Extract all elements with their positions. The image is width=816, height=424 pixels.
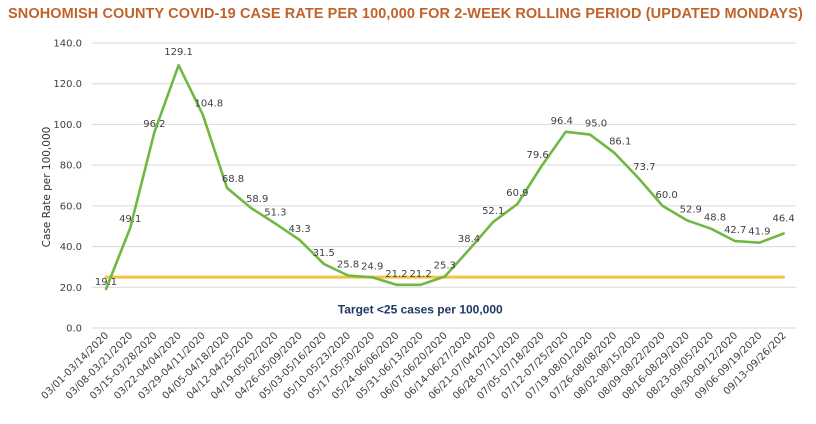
data-label: 60.0 — [655, 190, 677, 201]
data-label: 49.1 — [119, 214, 141, 225]
y-tick-label: 140.0 — [53, 39, 82, 50]
data-label: 51.3 — [264, 208, 286, 219]
y-tick-label: 120.0 — [53, 79, 82, 90]
case-rate-line — [104, 63, 785, 291]
data-label: 24.9 — [361, 261, 383, 272]
x-axis-ticks: 03/01-03/14/202003/08-03/21/202003/15-03… — [40, 330, 789, 401]
data-label: 31.5 — [313, 248, 335, 259]
data-label: 58.9 — [246, 194, 268, 205]
data-label: 25.8 — [337, 259, 359, 270]
data-label: 43.3 — [288, 224, 310, 235]
data-label: 96.4 — [551, 116, 573, 127]
data-label: 73.7 — [633, 162, 655, 173]
data-label: 19.1 — [95, 277, 117, 288]
chart-title: SNOHOMISH COUNTY COVID-19 CASE RATE PER … — [8, 6, 803, 22]
y-tick-label: 100.0 — [53, 120, 82, 131]
data-label: 60.9 — [506, 188, 528, 199]
data-label: 96.2 — [143, 119, 165, 130]
y-tick-label: 40.0 — [60, 242, 82, 253]
target-annotation: Target <25 cases per 100,000 — [338, 303, 503, 317]
data-labels: 19.1 49.1 96.2 129.1 104.8 68.858.9 51.343.3 31… — [95, 47, 795, 288]
data-label: 52.9 — [680, 204, 702, 215]
y-axis-label: Case Rate per 100,000 — [41, 127, 53, 248]
data-label: 79.6 — [526, 150, 548, 161]
data-label: 68.8 — [222, 174, 244, 185]
gridlines — [92, 42, 796, 329]
data-label: 48.8 — [704, 213, 726, 224]
y-tick-label: 80.0 — [60, 161, 82, 172]
y-tick-label: 20.0 — [60, 283, 82, 294]
data-label: 21.2 — [409, 269, 431, 280]
data-label: 104.8 — [194, 99, 223, 110]
data-label: 52.1 — [482, 206, 504, 217]
y-tick-label: 60.0 — [60, 201, 82, 212]
data-label: 21.2 — [385, 269, 407, 280]
data-label: 41.9 — [748, 227, 770, 238]
data-label: 46.4 — [772, 214, 794, 225]
y-axis-ticks: 0.0 20.0 40.0 60.0 80.0 100.0 120.0 140.0 — [53, 39, 82, 335]
data-label: 42.7 — [724, 225, 746, 236]
y-tick-label: 0.0 — [66, 324, 82, 335]
data-label: 25.3 — [434, 260, 456, 271]
data-label: 86.1 — [609, 137, 631, 148]
data-label: 38.4 — [458, 234, 480, 245]
data-label: 129.1 — [164, 47, 193, 58]
series-lines — [104, 63, 786, 291]
data-label: 95.0 — [585, 119, 607, 130]
